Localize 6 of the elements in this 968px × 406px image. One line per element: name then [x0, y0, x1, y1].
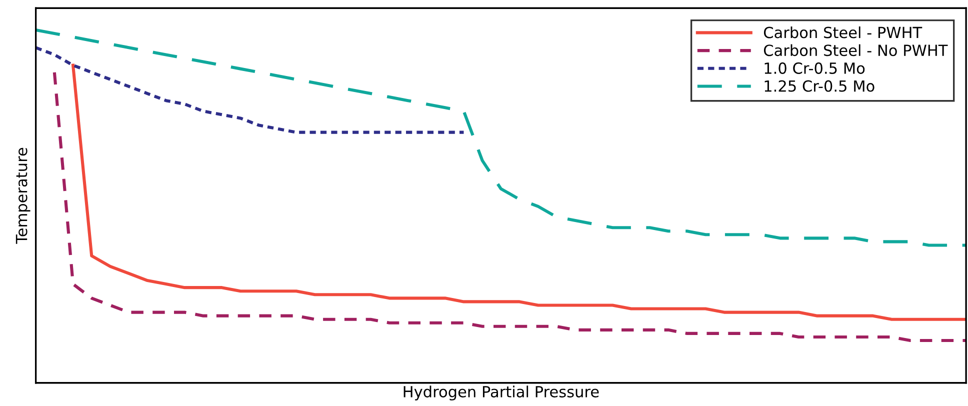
legend-label: Carbon Steel - No PWHT [764, 44, 948, 56]
x-axis-title: Hydrogen Partial Pressure [404, 386, 599, 400]
legend-label: 1.0 Cr-0.5 Mo [764, 62, 865, 74]
legend-label: 1.25 Cr-0.5 Mo [764, 80, 874, 92]
legend-label: Carbon Steel - PWHT [764, 26, 922, 38]
y-axis-title: Temperature [16, 148, 30, 244]
